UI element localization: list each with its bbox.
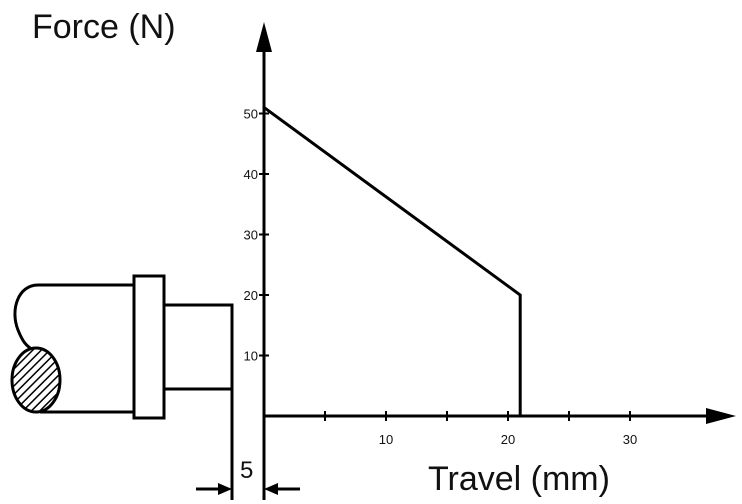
ticks: 10 20 30 10 20 30 40 50 [244,107,638,448]
section-hatch-icon [10,346,62,414]
y-tick-label: 10 [244,349,258,364]
y-axis-arrow [256,22,272,52]
plunger-illustration [10,274,300,500]
x-tick-label: 20 [501,432,515,447]
dimension-label: 5 [240,457,253,484]
y-tick-label: 40 [244,167,258,182]
plunger [162,303,234,391]
dimension-arrow-left [218,483,232,495]
x-tick-label: 10 [379,432,393,447]
y-tick-label: 20 [244,288,258,303]
y-axis-title: Force (N) [32,8,176,46]
dimension-arrow-right [264,483,278,495]
y-tick-label: 30 [244,228,258,243]
switch-body [13,283,134,414]
x-axis-arrow [706,408,736,424]
series [263,106,522,416]
axes [256,22,736,424]
x-axis-title: Travel (mm) [428,460,610,498]
y-tick-label: 50 [244,107,258,122]
switch-flange [132,274,166,420]
x-tick-label: 30 [623,432,637,447]
force-travel-line [263,106,522,416]
